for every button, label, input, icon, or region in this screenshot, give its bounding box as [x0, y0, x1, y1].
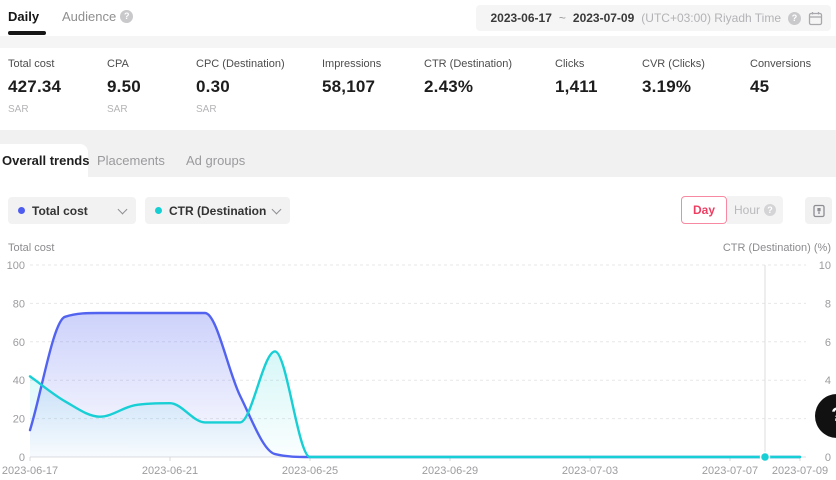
selector-label: Total cost	[32, 203, 88, 218]
ctr-legend-dot	[155, 207, 162, 214]
date-end: 2023-07-09	[572, 11, 635, 25]
svg-text:100: 100	[7, 260, 25, 272]
metric-unit	[322, 104, 381, 116]
metric-cpc: CPC (Destination) 0.30 SAR	[196, 58, 285, 116]
metric-unit: SAR	[8, 104, 29, 115]
metric-label: Total cost	[8, 58, 55, 70]
svg-text:2023-06-17: 2023-06-17	[2, 465, 58, 477]
metric-conversions: Conversions 45	[750, 58, 811, 116]
right-axis-title: CTR (Destination) (%)	[722, 242, 831, 254]
metric-value: 9.50	[107, 77, 141, 96]
tab-daily-label: Daily	[8, 9, 40, 24]
svg-text:2023-07-09: 2023-07-09	[772, 465, 828, 477]
metric-unit: SAR	[196, 104, 217, 115]
left-axis-title: Total cost	[8, 242, 55, 254]
metric-label: Clicks	[555, 58, 585, 70]
metric-unit	[750, 104, 811, 116]
metric-unit	[424, 104, 512, 116]
metric-value: 0.30	[196, 77, 230, 96]
date-separator: ~	[558, 11, 566, 25]
help-button[interactable]: ?	[815, 394, 836, 438]
timezone-label: (UTC+03:00) Riyadh Time	[641, 11, 781, 25]
metric-label: CPC (Destination)	[196, 58, 285, 70]
metric-total-cost: Total cost 427.34 SAR	[8, 58, 61, 116]
timezone-info-icon[interactable]: ?	[788, 11, 801, 25]
metric-value: 1,411	[555, 77, 598, 96]
hour-label: Hour	[733, 203, 760, 217]
metric-selector-total-cost[interactable]: Total cost	[8, 197, 136, 224]
svg-text:10: 10	[819, 260, 831, 272]
metric-unit	[555, 104, 598, 116]
svg-text:2023-06-21: 2023-06-21	[142, 465, 198, 477]
svg-text:8: 8	[825, 298, 831, 310]
svg-text:40: 40	[13, 375, 25, 387]
svg-text:80: 80	[13, 298, 25, 310]
svg-text:0: 0	[825, 452, 831, 464]
tab-ad-groups[interactable]: Ad groups	[186, 153, 246, 168]
metric-clicks: Clicks 1,411	[555, 58, 598, 116]
metric-value: 427.34	[8, 77, 62, 96]
active-tab-underline	[8, 31, 46, 35]
svg-text:0: 0	[19, 452, 25, 464]
section-tab-strip: Overall trends Placements Ad groups	[0, 130, 836, 177]
metric-selector-ctr[interactable]: CTR (Destination	[145, 197, 291, 224]
metrics-summary: Total cost 427.34 SAR CPA 9.50 SAR CPC (…	[0, 48, 836, 130]
svg-text:2023-07-07: 2023-07-07	[702, 465, 758, 477]
svg-text:2023-06-29: 2023-06-29	[422, 465, 478, 477]
trends-dual-axis-chart[interactable]: 00202404606808100102023-06-172023-06-212…	[0, 256, 836, 480]
chevron-down-icon	[271, 204, 282, 214]
metric-value: 2.43%	[424, 77, 474, 96]
metric-impressions: Impressions 58,107	[322, 58, 381, 116]
metric-unit	[642, 104, 705, 116]
tab-audience[interactable]: Audience ?	[62, 9, 134, 24]
granularity-toggle: Day Hour ?	[681, 196, 783, 224]
tab-placements[interactable]: Placements	[97, 153, 165, 168]
metric-label: Impressions	[322, 58, 382, 70]
chevron-down-icon	[117, 204, 128, 214]
metric-value: 58,107	[322, 77, 376, 96]
svg-text:2023-07-03: 2023-07-03	[562, 465, 618, 477]
metric-unit: SAR	[107, 104, 128, 115]
export-data-button[interactable]	[805, 197, 832, 224]
metric-ctr: CTR (Destination) 2.43%	[424, 58, 512, 116]
tab-audience-label: Audience	[62, 9, 117, 24]
day-toggle-button[interactable]: Day	[681, 196, 727, 224]
metric-label: Conversions	[750, 58, 812, 70]
svg-text:6: 6	[825, 337, 831, 349]
trends-card: Total cost CTR (Destination Day Hour ? T…	[0, 177, 836, 480]
svg-text:2023-06-25: 2023-06-25	[282, 465, 338, 477]
audience-info-icon[interactable]: ?	[120, 10, 134, 23]
svg-text:60: 60	[13, 337, 25, 349]
svg-text:4: 4	[825, 375, 831, 387]
tab-daily[interactable]: Daily	[8, 9, 39, 24]
calendar-icon[interactable]	[808, 11, 823, 26]
active-section-tab-background	[0, 144, 88, 177]
metric-cvr: CVR (Clicks) 3.19%	[642, 58, 705, 116]
tab-overall-trends[interactable]: Overall trends	[2, 153, 90, 168]
metric-label: CVR (Clicks)	[642, 58, 705, 70]
hour-info-icon: ?	[764, 204, 776, 216]
hour-toggle-button[interactable]: Hour ?	[727, 196, 783, 224]
metric-value: 45	[750, 77, 770, 96]
metric-cpa: CPA 9.50 SAR	[107, 58, 141, 116]
export-data-icon	[812, 204, 825, 217]
metric-label: CPA	[107, 58, 129, 70]
top-header: Daily Audience ? 2023-06-17 ~ 2023-07-09…	[0, 0, 836, 36]
svg-text:20: 20	[13, 414, 25, 426]
date-range-picker[interactable]: 2023-06-17 ~ 2023-07-09 (UTC+03:00) Riya…	[476, 5, 831, 31]
metric-label: CTR (Destination)	[424, 58, 513, 70]
total-cost-legend-dot	[18, 207, 25, 214]
header-separator-band	[0, 36, 836, 48]
date-start: 2023-06-17	[490, 11, 552, 25]
metric-value: 3.19%	[642, 77, 692, 96]
selector-label: CTR (Destination	[169, 203, 267, 218]
